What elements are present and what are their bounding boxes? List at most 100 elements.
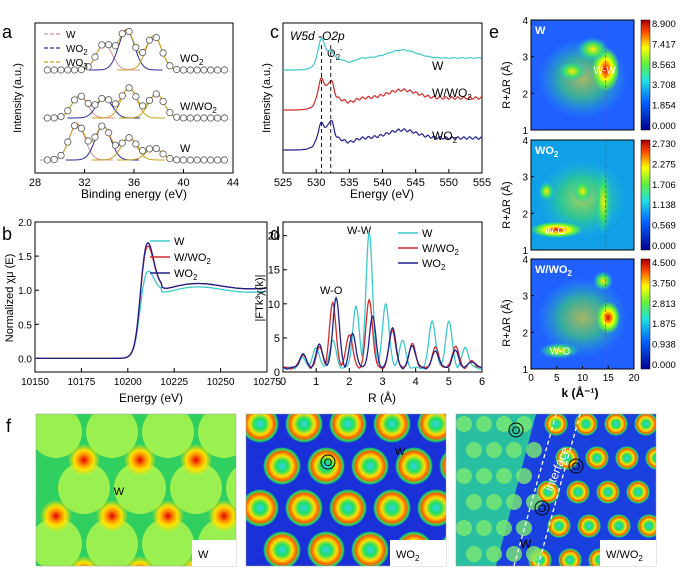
map-blob <box>496 468 512 484</box>
data-point <box>152 90 160 98</box>
curve-label: W/WO2 <box>180 101 217 115</box>
data-point <box>179 156 188 164</box>
map-blob <box>486 494 502 510</box>
xtick-label: 6 <box>479 376 485 388</box>
colorbar-label: 1.875 <box>652 319 676 330</box>
data-point <box>91 53 99 61</box>
image-frame <box>35 413 237 567</box>
xtick-label: 15 <box>603 373 615 384</box>
colorbar-label: 1.138 <box>652 200 676 211</box>
map-peak <box>68 556 100 566</box>
curve-label: W <box>180 143 191 155</box>
ytick-label: 0.5 <box>18 320 32 331</box>
data-point <box>50 66 58 74</box>
panel-a-xlabel: Binding energy (eV) <box>81 187 187 201</box>
colorbar-label: 2.813 <box>652 299 676 310</box>
colorbar-label: 1.854 <box>652 101 676 112</box>
panel-letter-d: d <box>270 224 280 244</box>
data-point <box>193 114 201 122</box>
map-blob <box>526 494 542 510</box>
data-point <box>145 36 154 44</box>
map-peak <box>152 500 184 532</box>
xtick-label: 540 <box>373 177 391 189</box>
map-ring <box>417 489 446 527</box>
map-blob <box>466 494 482 510</box>
heatmap-glow <box>537 277 628 358</box>
data-point <box>118 139 126 147</box>
data-point <box>139 48 147 57</box>
series-line <box>282 298 483 370</box>
panel-b-curves <box>35 241 267 360</box>
data-point <box>200 66 208 74</box>
data-point <box>118 30 126 38</box>
map-ring <box>439 451 446 481</box>
colorbar-label: 8.563 <box>652 60 676 71</box>
ytick-label: 10 <box>268 299 280 311</box>
data-point <box>105 96 113 104</box>
panel-d-annotation-w-o: W-O <box>320 285 343 297</box>
panel-e-xlabel: k (Å⁻¹) <box>562 385 599 400</box>
image-label: W/WO2 <box>606 549 643 563</box>
data-point <box>125 134 133 142</box>
map-ring <box>544 414 568 436</box>
colorbar-label: 0.938 <box>652 340 676 351</box>
legend-label: W/WO2 <box>422 243 459 257</box>
atom-circle <box>320 454 336 470</box>
heatmap-annotation: W-O <box>550 347 571 358</box>
map-ring <box>373 489 411 527</box>
panel-d-curves <box>282 232 483 370</box>
map-ring <box>536 480 560 504</box>
legend-label: W <box>174 236 185 248</box>
map-blob <box>506 494 522 510</box>
xtick-label: 5 <box>554 373 560 384</box>
ytick-label: 0.0 <box>18 354 32 365</box>
panel-b: b Normalized χμ (E) Energy (eV) 10150 101… <box>2 218 281 405</box>
data-point <box>64 138 72 146</box>
map-ring <box>395 447 433 485</box>
xtick-label: 525 <box>274 177 292 189</box>
data-point <box>84 63 92 71</box>
xtick-label: 10 <box>577 373 589 384</box>
series-line <box>283 119 482 151</box>
data-point <box>125 27 133 36</box>
data-point <box>166 154 174 163</box>
data-point <box>145 145 154 153</box>
data-point <box>111 141 120 149</box>
ytick-label: 3 <box>522 292 528 303</box>
colorbar <box>640 19 651 131</box>
map-ring <box>246 489 279 527</box>
ytick-label: 2 <box>522 328 528 339</box>
map-blob <box>476 520 492 536</box>
data-point <box>139 102 147 110</box>
panel-b-ylabel: Normalized χμ (E) <box>4 254 16 343</box>
map-blob <box>456 520 472 536</box>
heatmap-hotspot <box>572 179 593 204</box>
image-label: W <box>198 549 209 561</box>
map-ring <box>596 480 620 504</box>
map-ring <box>307 531 345 566</box>
component-peak <box>116 35 190 71</box>
xtick-label: 10275 <box>253 377 281 388</box>
map-peak <box>68 444 100 476</box>
map-ring <box>307 447 345 485</box>
data-point <box>91 101 99 109</box>
heatmap-hotspot <box>576 37 609 62</box>
colorbar-label: 1.706 <box>652 180 676 191</box>
map-ring <box>351 447 389 485</box>
xtick-label: 530 <box>307 177 325 189</box>
map-blob <box>476 468 492 484</box>
ytick-label: 1.0 <box>18 286 32 297</box>
map-peak <box>180 444 212 476</box>
ytick-label: 4 <box>522 255 528 266</box>
map-blob <box>506 442 522 458</box>
map-ring <box>604 414 628 436</box>
data-point <box>43 66 51 74</box>
series-line <box>35 241 267 360</box>
data-point <box>173 65 181 74</box>
data-point <box>111 100 120 108</box>
map-blob <box>456 416 472 432</box>
map-blob <box>516 468 532 484</box>
heatmap-hotspot <box>538 181 555 202</box>
